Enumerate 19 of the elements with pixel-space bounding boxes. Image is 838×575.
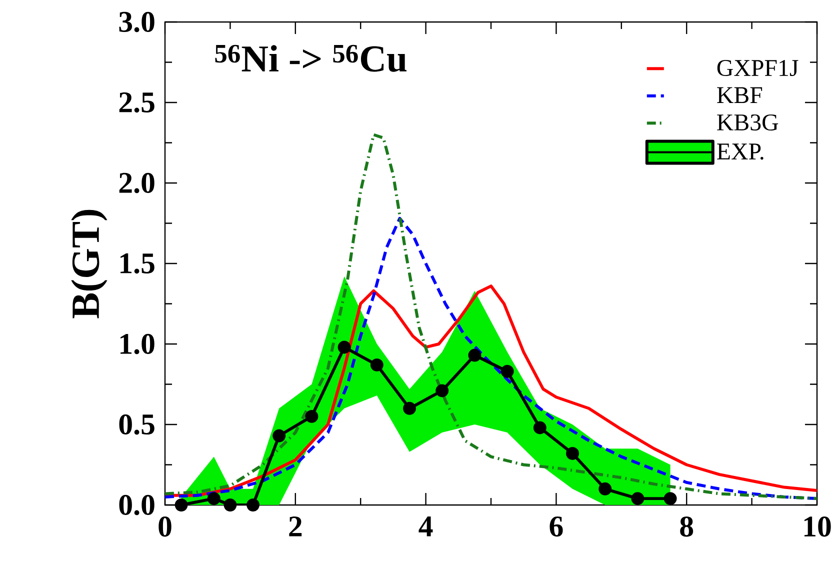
legend-label: GXPF1J xyxy=(717,60,798,76)
x-tick-label: 8 xyxy=(680,516,694,537)
y-axis-title: B(GT) xyxy=(71,210,108,318)
y-tick-label: 0.0 xyxy=(119,494,154,516)
x-tick-label: 0 xyxy=(158,516,172,537)
legend-label: KBF xyxy=(717,87,762,104)
annotation: $^{56}$Ni -> $^{56}$Cu xyxy=(215,44,406,72)
legend-label: KB3G xyxy=(717,114,778,131)
x-tick-label: 2 xyxy=(289,516,302,536)
y-tick-label: 3.0 xyxy=(119,12,154,32)
y-tick-label: 2.5 xyxy=(119,92,154,113)
y-tick-label: 1.5 xyxy=(120,253,154,274)
y-tick-label: 0.5 xyxy=(119,414,154,435)
x-tick-label: 6 xyxy=(550,516,563,537)
y-tick-label: 1.0 xyxy=(120,334,154,354)
x-tick-label: 4 xyxy=(418,516,433,536)
y-tick-label: 2.0 xyxy=(119,172,154,194)
legend-label: EXP. xyxy=(717,144,764,160)
x-tick-label: 10 xyxy=(804,516,831,537)
